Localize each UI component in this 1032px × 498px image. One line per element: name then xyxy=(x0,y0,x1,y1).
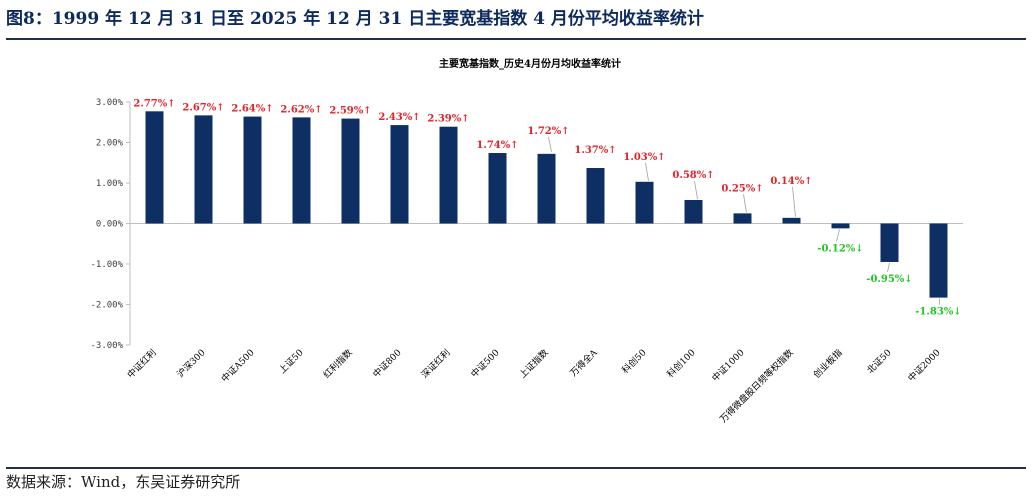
y-tick-label: -1.00% xyxy=(90,260,123,270)
top-rule xyxy=(6,38,1026,40)
bar xyxy=(341,118,360,224)
x-tick-label: 科创50 xyxy=(619,346,649,376)
data-label: 1.74%↑ xyxy=(476,140,518,151)
y-tick-label: -2.00% xyxy=(90,301,123,311)
data-label: 0.14%↑ xyxy=(770,176,812,187)
chart-title: 主要宽基指数_历史4月份月均收益率统计 xyxy=(439,57,621,70)
bar-chart: 主要宽基指数_历史4月份月均收益率统计 3.00% 2.00% 1.00% 0.00%… xyxy=(90,57,963,425)
source-note: 数据来源：Wind，东吴证券研究所 xyxy=(6,473,241,491)
x-tick-label: 红利指数 xyxy=(321,347,355,381)
data-label: 2.77%↑ xyxy=(133,98,175,109)
y-tick-label: 0.00% xyxy=(96,220,124,230)
bar xyxy=(782,217,801,224)
data-label: 2.62%↑ xyxy=(280,104,322,115)
data-label: 1.72%↑ xyxy=(527,126,569,137)
data-label: -1.83%↓ xyxy=(915,307,961,318)
label-leader-line xyxy=(645,162,649,181)
bar xyxy=(929,223,948,298)
bar xyxy=(586,168,605,224)
data-label: 1.03%↑ xyxy=(623,152,665,163)
x-tick-label: 深证红利 xyxy=(419,347,453,381)
label-leader-line xyxy=(887,262,890,273)
y-tick-label: 1.00% xyxy=(96,179,124,189)
label-leader-line xyxy=(548,136,552,152)
bar xyxy=(635,181,654,224)
x-tick-label: 中证1000 xyxy=(709,346,747,384)
x-tick-label: 北证50 xyxy=(865,347,894,376)
x-tick-label: 中证500 xyxy=(468,346,502,380)
y-tick-label: 2.00% xyxy=(96,139,124,149)
y-tick-label: -3.00% xyxy=(90,341,123,351)
bar xyxy=(537,153,556,224)
bar xyxy=(390,125,409,224)
data-label: 2.39%↑ xyxy=(427,114,469,125)
bar xyxy=(880,223,899,262)
bar xyxy=(831,223,850,229)
bar xyxy=(194,115,213,224)
x-tick-label: 上证50 xyxy=(277,347,306,376)
data-label: -0.12%↓ xyxy=(817,243,863,254)
y-tick-label: 3.00% xyxy=(96,98,124,108)
data-label: 2.43%↑ xyxy=(378,112,420,123)
x-tick-label: 沪深300 xyxy=(174,346,208,380)
x-tick-label: 上证指数 xyxy=(517,347,551,381)
bar xyxy=(145,111,164,224)
label-leader-line xyxy=(694,180,698,200)
x-tick-label: 中证800 xyxy=(370,346,404,380)
bar xyxy=(439,126,458,224)
x-tick-label: 中证2000 xyxy=(905,346,943,384)
x-tick-label: 科创100 xyxy=(664,346,698,380)
data-label: 2.67%↑ xyxy=(182,102,224,113)
bar xyxy=(684,200,703,224)
bar xyxy=(292,117,311,224)
data-label: 0.58%↑ xyxy=(672,170,714,181)
label-leader-line xyxy=(743,194,747,213)
x-tick-label: 万得全A xyxy=(567,346,600,379)
x-tick-label: 中证红利 xyxy=(125,347,159,381)
data-label: -0.95%↓ xyxy=(866,274,912,285)
x-tick-label: 中证A500 xyxy=(219,346,257,384)
bottom-rule xyxy=(6,467,1026,469)
x-tick-label: 创业板指 xyxy=(811,347,845,381)
data-label: 0.25%↑ xyxy=(721,183,763,194)
label-leader-line xyxy=(792,186,796,217)
label-leader-line xyxy=(836,229,840,242)
bar xyxy=(243,116,262,224)
figure-title: 图8：1999 年 12 月 31 日至 2025 年 12 月 31 日主要宽… xyxy=(6,9,704,29)
data-label: 2.59%↑ xyxy=(329,106,371,117)
bar xyxy=(488,153,507,224)
bar xyxy=(733,213,752,224)
data-label: 2.64%↑ xyxy=(231,104,273,115)
data-label: 1.37%↑ xyxy=(574,145,616,156)
